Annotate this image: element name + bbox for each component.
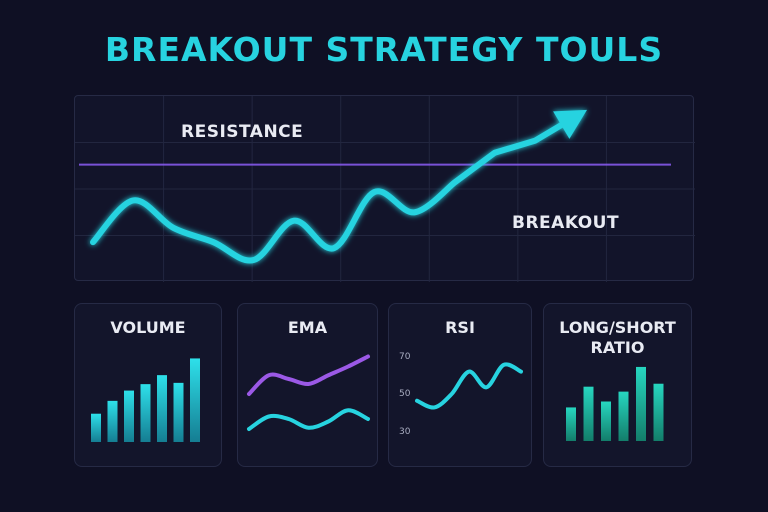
ema-card: EMA	[237, 303, 378, 467]
long-short-chart	[566, 366, 664, 441]
volume-bar	[140, 384, 151, 442]
volume-card: VOLUME	[74, 303, 222, 467]
breakout-label: BREAKOUT	[512, 213, 620, 233]
price-chart-panel: RESISTANCE BREAKOUT	[74, 95, 695, 282]
volume-bar	[190, 358, 200, 442]
volume-bar	[124, 390, 134, 442]
ema-title: EMA	[287, 318, 328, 337]
long-short-bar	[618, 391, 629, 441]
price-series-line	[90, 113, 578, 264]
long-short-card: LONG/SHORT RATIO	[543, 303, 692, 467]
long-short-bar	[566, 407, 576, 441]
long-short-bar	[601, 401, 611, 441]
ema-chart	[247, 354, 370, 431]
long-short-title-line1: LONG/SHORT	[559, 318, 676, 337]
long-short-bar	[636, 366, 646, 441]
rsi-card: RSI 70 50 30	[388, 303, 532, 467]
ema-fast-line	[247, 354, 370, 396]
long-short-title-line2: RATIO	[590, 338, 645, 357]
rsi-tick-30: 30	[399, 427, 411, 437]
rsi-tick-70: 70	[399, 352, 411, 362]
long-short-bar	[583, 386, 594, 441]
price-chart	[75, 96, 695, 282]
chart-grid	[75, 96, 695, 282]
long-short-bar	[653, 383, 664, 441]
page-title: BREAKOUT STRATEGY TOULS	[104, 30, 664, 69]
rsi-chart	[415, 362, 523, 410]
volume-bar	[173, 382, 184, 442]
volume-bar	[107, 400, 118, 442]
rsi-tick-50: 50	[399, 389, 411, 399]
rsi-line	[415, 362, 523, 410]
arrow-up-right-icon	[553, 109, 588, 139]
resistance-label: RESISTANCE	[181, 122, 304, 142]
volume-bar	[157, 375, 167, 442]
volume-bar	[91, 413, 101, 442]
volume-title: VOLUME	[110, 318, 186, 337]
ema-slow-line	[247, 408, 370, 431]
rsi-title: RSI	[445, 318, 475, 337]
volume-chart	[91, 358, 200, 442]
